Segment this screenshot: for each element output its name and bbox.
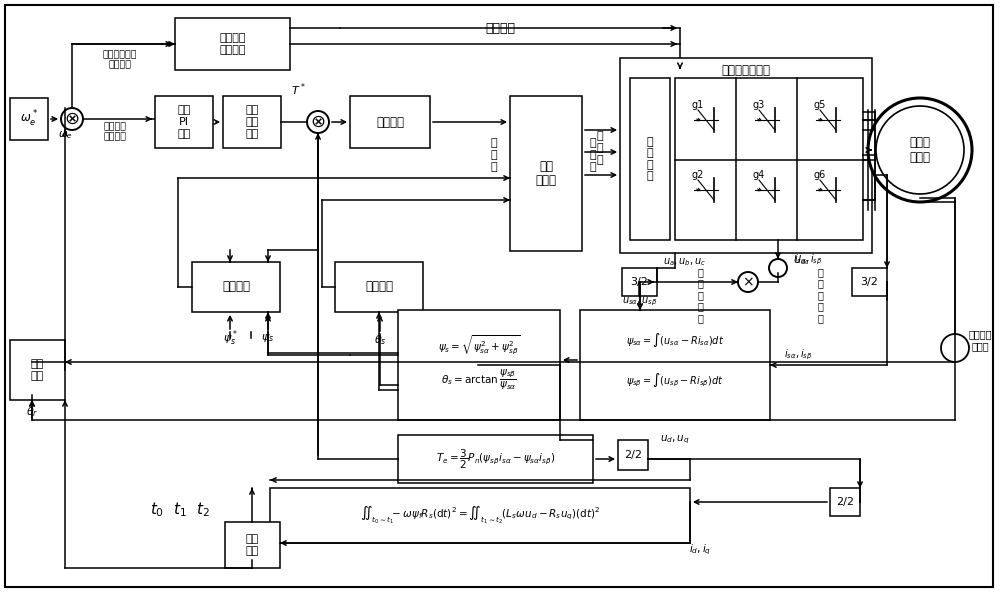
Text: $\otimes$: $\otimes$ — [310, 113, 326, 131]
Bar — [270, 488, 690, 543]
Bar — [225, 522, 280, 568]
Bar — [10, 340, 65, 400]
Bar — [675, 78, 863, 240]
Text: g1: g1 — [692, 100, 704, 110]
Bar — [510, 96, 582, 251]
Text: $\theta_s$: $\theta_s$ — [374, 333, 386, 347]
Text: $u_d,u_q$: $u_d,u_q$ — [660, 434, 690, 446]
Circle shape — [868, 98, 972, 202]
Text: 转矩滞环: 转矩滞环 — [376, 116, 404, 129]
Text: 第一
限幅
环节: 第一 限幅 环节 — [245, 106, 259, 139]
Text: $t_0\ \ t_1\ \ t_2$: $t_0\ \ t_1\ \ t_2$ — [150, 500, 210, 519]
Text: $u_{s\alpha},u_{s\beta}$: $u_{s\alpha},u_{s\beta}$ — [622, 296, 658, 308]
Circle shape — [738, 272, 758, 292]
Text: 3/2: 3/2 — [861, 277, 878, 287]
Text: 占
空
比: 占 空 比 — [590, 138, 597, 171]
Text: $i_d,i_q$: $i_d,i_q$ — [689, 543, 711, 557]
Text: $\times$: $\times$ — [742, 275, 754, 289]
Bar — [580, 310, 770, 420]
Text: 电
压
传
感
器: 电 压 传 感 器 — [697, 267, 703, 323]
Text: $\psi_s^*$: $\psi_s^*$ — [223, 328, 237, 348]
Bar — [618, 440, 648, 470]
Text: 电
流
传
感
器: 电 流 传 感 器 — [817, 267, 823, 323]
Text: $\theta_s=\arctan\dfrac{\psi_{s\beta}}{\psi_{s\alpha}}$: $\theta_s=\arctan\dfrac{\psi_{s\beta}}{\… — [441, 368, 517, 392]
Circle shape — [941, 334, 969, 362]
Bar — [620, 58, 872, 253]
Circle shape — [769, 259, 787, 277]
Bar — [622, 268, 657, 296]
Text: $\theta_r$: $\theta_r$ — [26, 405, 38, 419]
Text: $\psi_{s\alpha}=\int(u_{s\alpha}-Ri_{s\alpha})dt$: $\psi_{s\alpha}=\int(u_{s\alpha}-Ri_{s\a… — [626, 331, 724, 349]
Text: g2: g2 — [692, 170, 704, 180]
Text: 微分
环节: 微分 环节 — [31, 359, 44, 381]
Text: 三相全桥逆变器: 三相全桥逆变器 — [722, 63, 770, 76]
Text: 2/2: 2/2 — [624, 450, 642, 460]
Bar — [192, 262, 280, 312]
Bar — [155, 96, 213, 148]
Bar — [830, 488, 860, 516]
Circle shape — [307, 111, 329, 133]
Text: g4: g4 — [753, 170, 765, 180]
Text: 3/2: 3/2 — [631, 277, 648, 287]
Bar — [223, 96, 281, 148]
Text: $i_{s\alpha},i_{s\beta}$: $i_{s\alpha},i_{s\beta}$ — [784, 348, 812, 362]
Text: 占
空
比: 占 空 比 — [597, 132, 603, 165]
Circle shape — [61, 108, 83, 130]
Bar — [175, 18, 290, 70]
Text: 磁链滞环: 磁链滞环 — [222, 280, 250, 294]
Bar — [335, 262, 423, 312]
Text: 开关矢量: 开关矢量 — [485, 21, 515, 34]
Text: $\iint_{t_0\sim t_1}\!\!-\omega\psi_f R_s(\mathrm{d}t)^2=\iint_{t_1\sim t_2}(L_s: $\iint_{t_0\sim t_1}\!\!-\omega\psi_f R_… — [360, 504, 600, 526]
Bar — [630, 78, 670, 240]
Text: 2/2: 2/2 — [836, 497, 854, 507]
Text: $i_{s\alpha},i_{s\beta}$: $i_{s\alpha},i_{s\beta}$ — [794, 253, 822, 267]
Text: 转矩冲量
平衡控制: 转矩冲量 平衡控制 — [219, 33, 246, 55]
Bar — [350, 96, 430, 148]
Text: 差值大于或者
等于阈值: 差值大于或者 等于阈值 — [103, 50, 137, 70]
Text: $\omega_e^*$: $\omega_e^*$ — [20, 109, 38, 129]
Text: 微分
环节: 微分 环节 — [246, 534, 259, 556]
Bar — [852, 268, 887, 296]
Bar — [398, 435, 593, 483]
Text: 直
流
电
源: 直 流 电 源 — [647, 136, 653, 181]
Text: $\omega_e$: $\omega_e$ — [58, 129, 72, 141]
Text: 转子位置
传感器: 转子位置 传感器 — [969, 329, 992, 351]
Text: 占
空
比: 占 空 比 — [491, 138, 497, 171]
Text: 差值小于
转速阈值: 差值小于 转速阈值 — [104, 122, 126, 142]
Text: $\psi_s=\sqrt{\psi_{s\alpha}^2+\psi_{s\beta}^2}$: $\psi_s=\sqrt{\psi_{s\alpha}^2+\psi_{s\b… — [438, 333, 520, 357]
Bar — [10, 98, 48, 140]
Text: g6: g6 — [814, 170, 826, 180]
Text: $\psi_s$: $\psi_s$ — [261, 332, 275, 344]
Text: 第二
PI
环节: 第二 PI 环节 — [177, 106, 191, 139]
Text: $\psi_{s\beta}=\int(u_{s\beta}-Ri_{s\beta})dt$: $\psi_{s\beta}=\int(u_{s\beta}-Ri_{s\bet… — [626, 371, 724, 389]
Text: $T^*$: $T^*$ — [291, 82, 305, 98]
Text: $u_a,u_b,u_c$: $u_a,u_b,u_c$ — [663, 256, 707, 268]
Text: $\otimes$: $\otimes$ — [64, 110, 80, 128]
Text: 开关
状态表: 开关 状态表 — [536, 160, 556, 187]
Text: g3: g3 — [753, 100, 765, 110]
Text: $U_{dc}$: $U_{dc}$ — [793, 253, 810, 267]
Text: $T_e=\dfrac{3}{2}P_n(\psi_{s\beta}i_{s\alpha}-\psi_{s\alpha}i_{s\beta})$: $T_e=\dfrac{3}{2}P_n(\psi_{s\beta}i_{s\a… — [436, 447, 555, 471]
Text: g5: g5 — [814, 100, 826, 110]
Bar — [398, 310, 560, 420]
Text: 交流同
步电机: 交流同 步电机 — [910, 136, 930, 164]
Text: 扇区判断: 扇区判断 — [365, 280, 393, 294]
Circle shape — [876, 106, 964, 194]
